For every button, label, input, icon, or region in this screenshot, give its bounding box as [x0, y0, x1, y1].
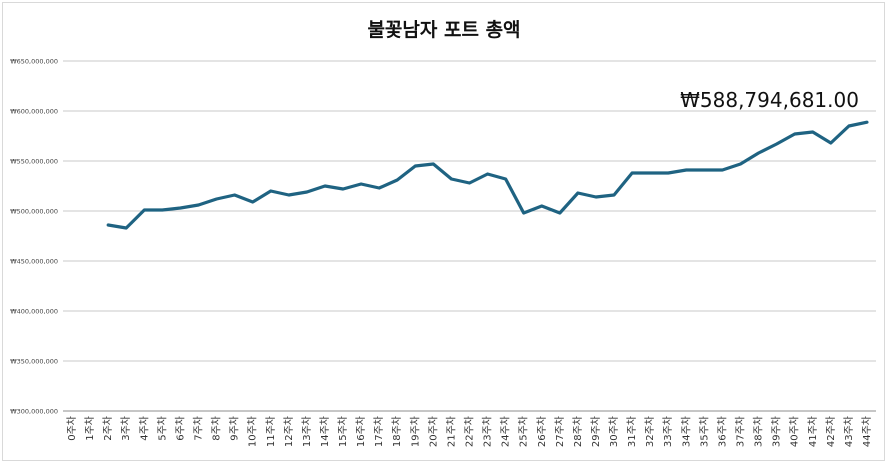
x-tick-label: 3주차 [120, 416, 132, 441]
x-tick-label: 15주차 [337, 416, 349, 447]
x-tick-label: 6주차 [174, 416, 186, 441]
x-tick-label: 7주차 [193, 416, 205, 441]
x-tick-label: 12주차 [283, 416, 295, 447]
x-tick-label: 40주차 [789, 416, 801, 447]
x-tick-label: 35주차 [698, 416, 710, 447]
y-tick-label: ₩500,000,000 [10, 208, 58, 216]
x-tick-label: 26주차 [536, 416, 548, 447]
y-tick-label: ₩600,000,000 [10, 108, 58, 116]
data-labels: ₩588,794,681.00 [680, 88, 859, 112]
x-tick-label: 8주차 [211, 416, 223, 441]
x-tick-label: 1주차 [84, 416, 96, 441]
x-tick-label: 20주차 [427, 416, 439, 447]
x-axis: 0주차 1주차 2주차 3주차 4주차 5주차 6주차 7주차 8주차 9주차 10주차 11주차 12… [66, 416, 873, 447]
x-tick-label: 5주차 [156, 416, 168, 441]
x-tick-label: 42주차 [825, 416, 837, 447]
x-tick-label: 22주차 [464, 416, 476, 447]
x-tick-label: 10주차 [247, 416, 259, 447]
x-tick-label: 37주차 [735, 416, 747, 447]
x-tick-label: 38주차 [753, 416, 765, 447]
x-tick-label: 39주차 [771, 416, 783, 447]
x-tick-label: 25주차 [518, 416, 530, 447]
x-tick-label: 36주차 [716, 416, 728, 447]
x-tick-label: 43주차 [843, 416, 855, 447]
x-tick-label: 4주차 [138, 416, 150, 441]
x-tick-label: 16주차 [355, 416, 367, 447]
y-tick-label: ₩300,000,000 [10, 408, 58, 416]
chart-title: 불꽃남자 포트 총액 [367, 19, 520, 41]
x-tick-label: 44주차 [861, 416, 873, 447]
series-group [106, 120, 869, 230]
x-tick-label: 29주차 [590, 416, 602, 447]
y-axis: ₩300,000,000 ₩350,000,000 ₩400,000,000 ₩450… [10, 58, 58, 416]
y-tick-label: ₩350,000,000 [10, 358, 58, 366]
series-line [106, 120, 869, 230]
x-tick-label: 11주차 [265, 416, 277, 447]
x-tick-label: 33주차 [662, 416, 674, 447]
x-tick-label: 32주차 [644, 416, 656, 447]
gridlines [63, 60, 876, 412]
x-tick-label: 19주차 [409, 416, 421, 447]
x-tick-label: 28주차 [572, 416, 584, 447]
y-tick-label: ₩400,000,000 [10, 308, 58, 316]
x-tick-label: 18주차 [391, 416, 403, 447]
x-tick-label: 13주차 [301, 416, 313, 447]
x-tick-label: 27주차 [554, 416, 566, 447]
data-label: ₩588,794,681.00 [680, 88, 859, 112]
y-tick-label: ₩550,000,000 [10, 158, 58, 166]
x-tick-label: 9주차 [229, 416, 241, 441]
x-tick-label: 21주차 [445, 416, 457, 447]
x-tick-label: 24주차 [500, 416, 512, 447]
x-tick-label: 0주차 [66, 416, 78, 441]
x-tick-label: 41주차 [807, 416, 819, 447]
x-tick-label: 30주차 [608, 416, 620, 447]
x-tick-label: 2주차 [102, 416, 114, 441]
x-tick-label: 17주차 [373, 416, 385, 447]
y-tick-label: ₩450,000,000 [10, 258, 58, 266]
y-tick-label: ₩650,000,000 [10, 58, 58, 66]
x-tick-label: 31주차 [626, 416, 638, 447]
x-tick-label: 14주차 [319, 416, 331, 447]
x-tick-label: 23주차 [482, 416, 494, 447]
x-tick-label: 34주차 [680, 416, 692, 447]
